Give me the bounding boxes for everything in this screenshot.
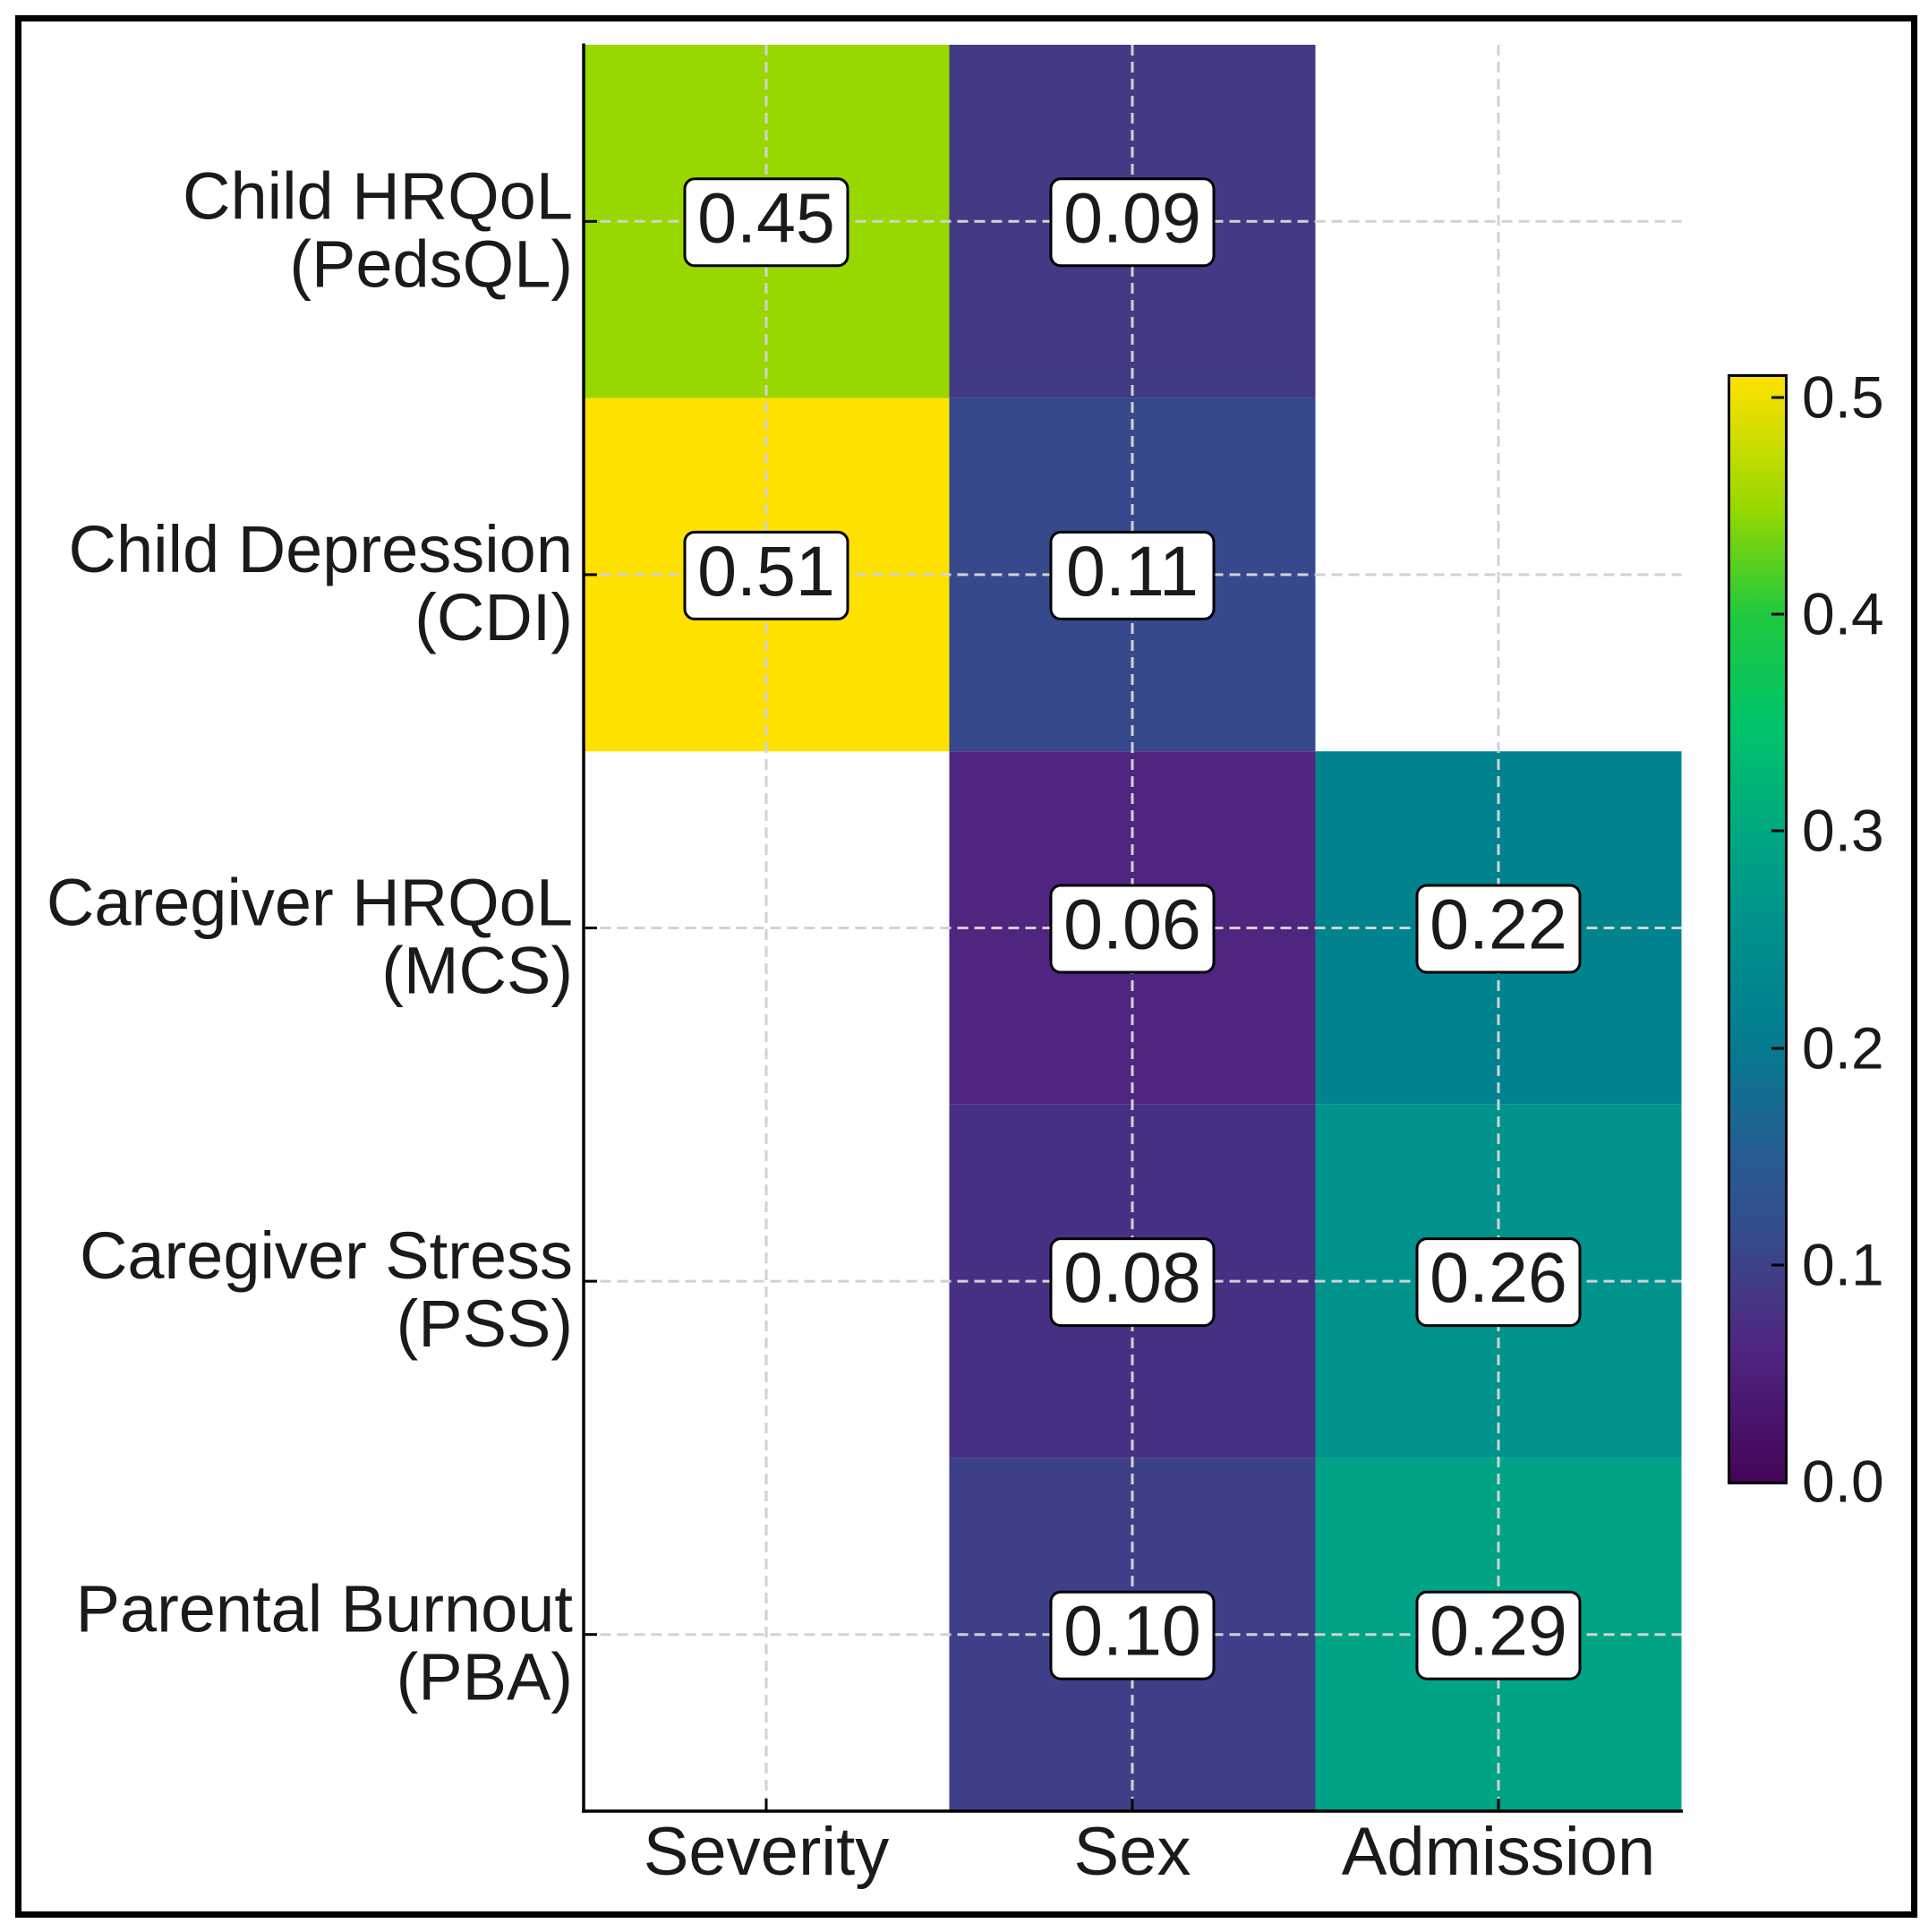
svg-text:(CDI): (CDI) [414,580,573,654]
svg-text:0.29: 0.29 [1430,1591,1567,1671]
svg-text:(PedsQL): (PedsQL) [289,227,573,301]
svg-text:0.45: 0.45 [697,177,835,257]
svg-text:0.1: 0.1 [1802,1232,1884,1298]
svg-text:Sex: Sex [1074,1814,1191,1890]
svg-text:Caregiver Stress: Caregiver Stress [80,1218,573,1293]
svg-text:Admission: Admission [1342,1814,1656,1890]
svg-text:Severity: Severity [644,1814,890,1890]
svg-text:0.26: 0.26 [1430,1237,1567,1317]
svg-text:0.5: 0.5 [1802,364,1884,431]
svg-text:0.2: 0.2 [1802,1015,1884,1081]
svg-text:0.3: 0.3 [1802,798,1884,864]
svg-text:0.0: 0.0 [1802,1449,1884,1515]
svg-text:0.11: 0.11 [1066,531,1199,611]
svg-text:(MCS): (MCS) [381,934,573,1008]
svg-text:0.51: 0.51 [697,531,835,611]
svg-text:0.4: 0.4 [1802,581,1884,647]
svg-text:0.08: 0.08 [1063,1237,1201,1317]
svg-text:Child Depression: Child Depression [69,512,574,586]
svg-text:0.06: 0.06 [1063,885,1201,964]
svg-text:(PSS): (PSS) [397,1287,573,1361]
svg-text:0.10: 0.10 [1063,1591,1201,1671]
svg-text:Caregiver HRQoL: Caregiver HRQoL [47,866,573,940]
svg-text:Child HRQoL: Child HRQoL [183,158,573,233]
svg-text:0.22: 0.22 [1430,885,1567,964]
svg-text:0.09: 0.09 [1063,177,1201,257]
svg-text:(PBA): (PBA) [397,1640,573,1714]
svg-text:Parental Burnout: Parental Burnout [76,1572,574,1646]
